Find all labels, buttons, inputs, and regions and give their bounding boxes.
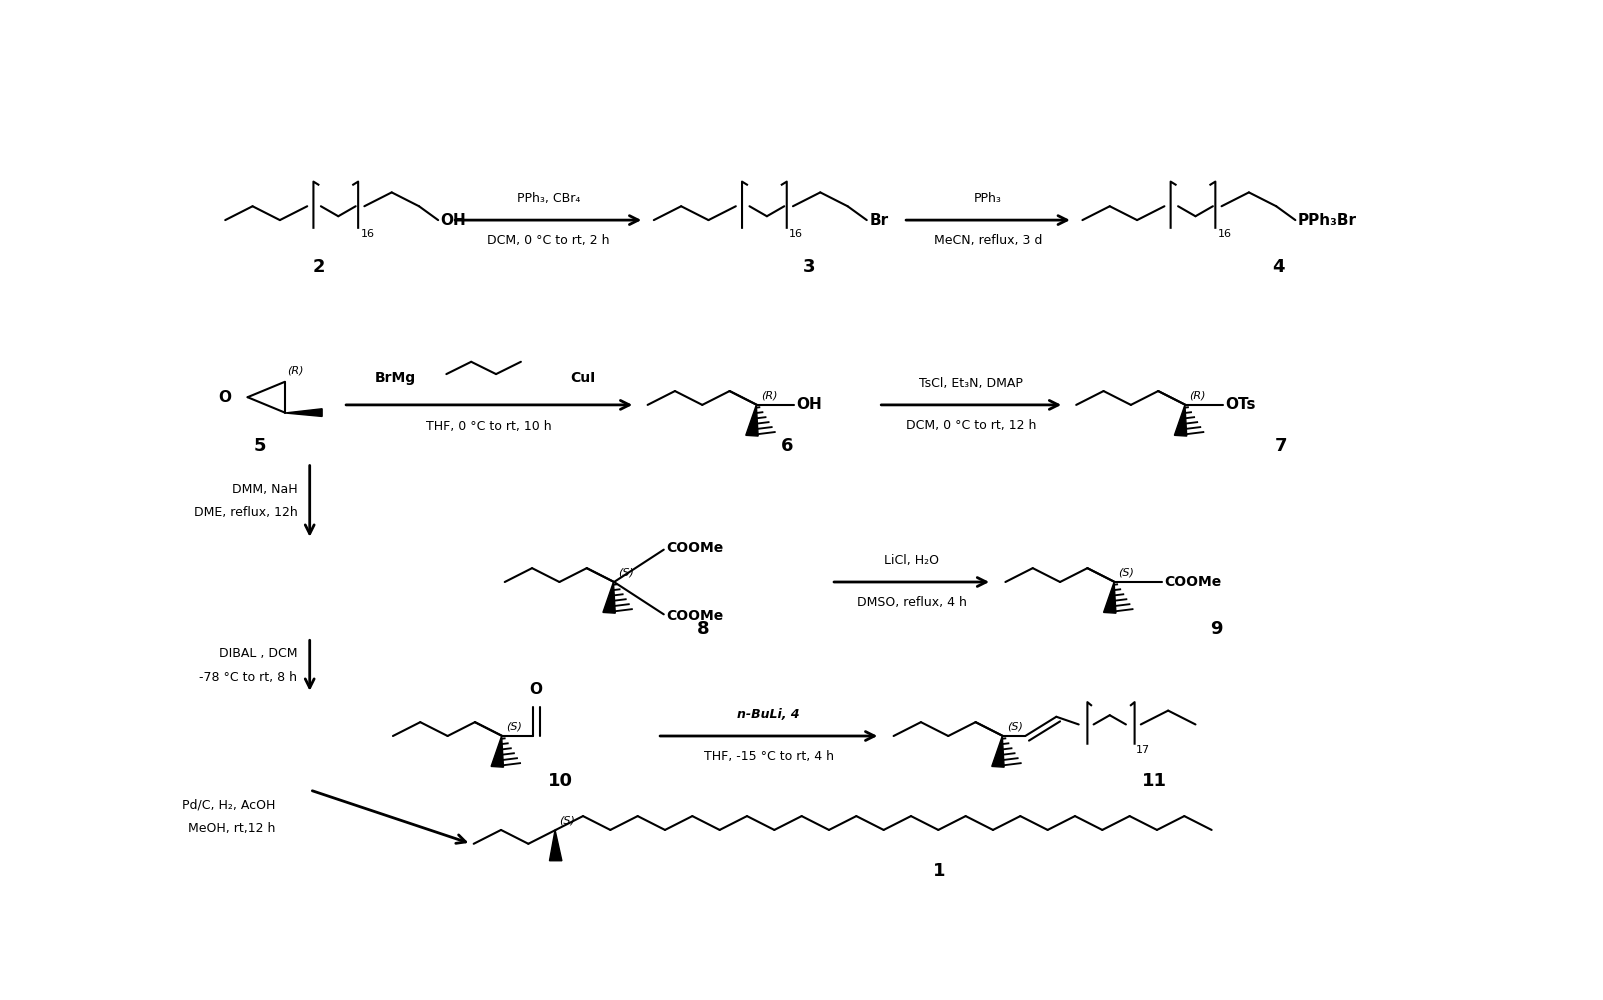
Text: O: O xyxy=(529,682,542,698)
Text: OTs: OTs xyxy=(1225,397,1255,412)
Text: COOMe: COOMe xyxy=(1164,575,1221,589)
Text: 16: 16 xyxy=(789,229,803,239)
Text: THF, -15 °C to rt, 4 h: THF, -15 °C to rt, 4 h xyxy=(704,750,834,763)
Text: TsCl, Et₃N, DMAP: TsCl, Et₃N, DMAP xyxy=(919,376,1023,389)
Text: BrMg: BrMg xyxy=(375,371,415,385)
Text: (R): (R) xyxy=(1189,390,1205,400)
Text: 16: 16 xyxy=(361,229,375,239)
Text: 17: 17 xyxy=(1137,745,1149,755)
Text: (S): (S) xyxy=(559,815,575,825)
Polygon shape xyxy=(603,582,616,613)
Text: 6: 6 xyxy=(781,437,793,455)
Text: DME, reflux, 12h: DME, reflux, 12h xyxy=(194,506,297,519)
Text: (S): (S) xyxy=(1007,721,1023,731)
Polygon shape xyxy=(550,830,563,861)
Text: 7: 7 xyxy=(1274,437,1287,455)
Text: 4: 4 xyxy=(1273,258,1286,276)
Text: OH: OH xyxy=(441,213,466,228)
Text: LiCl, H₂O: LiCl, H₂O xyxy=(885,554,939,567)
Text: (R): (R) xyxy=(761,390,777,400)
Text: DMSO, reflux, 4 h: DMSO, reflux, 4 h xyxy=(856,596,967,609)
Text: 9: 9 xyxy=(1210,620,1223,638)
Text: DMM, NaH: DMM, NaH xyxy=(232,483,297,496)
Text: DIBAL , DCM: DIBAL , DCM xyxy=(218,647,297,660)
Text: 10: 10 xyxy=(548,772,574,790)
Text: -78 °C to rt, 8 h: -78 °C to rt, 8 h xyxy=(199,671,297,684)
Text: (S): (S) xyxy=(617,567,633,577)
Text: CuI: CuI xyxy=(571,371,596,385)
Text: 11: 11 xyxy=(1141,772,1167,790)
Text: DCM, 0 °C to rt, 2 h: DCM, 0 °C to rt, 2 h xyxy=(487,234,609,247)
Text: OH: OH xyxy=(797,397,822,412)
Text: PPh₃Br: PPh₃Br xyxy=(1298,213,1356,228)
Text: 5: 5 xyxy=(253,437,266,455)
Text: 8: 8 xyxy=(697,620,710,638)
Text: Br: Br xyxy=(869,213,888,228)
Text: DCM, 0 °C to rt, 12 h: DCM, 0 °C to rt, 12 h xyxy=(906,419,1037,432)
Text: THF, 0 °C to rt, 10 h: THF, 0 °C to rt, 10 h xyxy=(426,420,551,433)
Text: Pd/C, H₂, AcOH: Pd/C, H₂, AcOH xyxy=(181,799,276,812)
Text: MeCN, reflux, 3 d: MeCN, reflux, 3 d xyxy=(935,234,1042,247)
Text: COOMe: COOMe xyxy=(667,609,723,623)
Text: 16: 16 xyxy=(1218,229,1231,239)
Text: 2: 2 xyxy=(313,258,325,276)
Text: (S): (S) xyxy=(1119,567,1135,577)
Text: n-BuLi, 4: n-BuLi, 4 xyxy=(737,708,800,721)
Text: COOMe: COOMe xyxy=(667,541,723,555)
Polygon shape xyxy=(1175,405,1186,436)
Text: PPh₃, CBr₄: PPh₃, CBr₄ xyxy=(516,192,580,205)
Polygon shape xyxy=(1103,582,1116,613)
Polygon shape xyxy=(285,409,322,416)
Text: O: O xyxy=(218,390,232,405)
Polygon shape xyxy=(992,736,1003,767)
Text: PPh₃: PPh₃ xyxy=(975,192,1002,205)
Polygon shape xyxy=(491,736,503,767)
Text: (R): (R) xyxy=(287,366,305,376)
Text: (S): (S) xyxy=(507,721,523,731)
Text: MeOH, rt,12 h: MeOH, rt,12 h xyxy=(188,822,276,835)
Polygon shape xyxy=(745,405,758,436)
Text: 3: 3 xyxy=(803,258,816,276)
Text: 1: 1 xyxy=(933,862,946,880)
